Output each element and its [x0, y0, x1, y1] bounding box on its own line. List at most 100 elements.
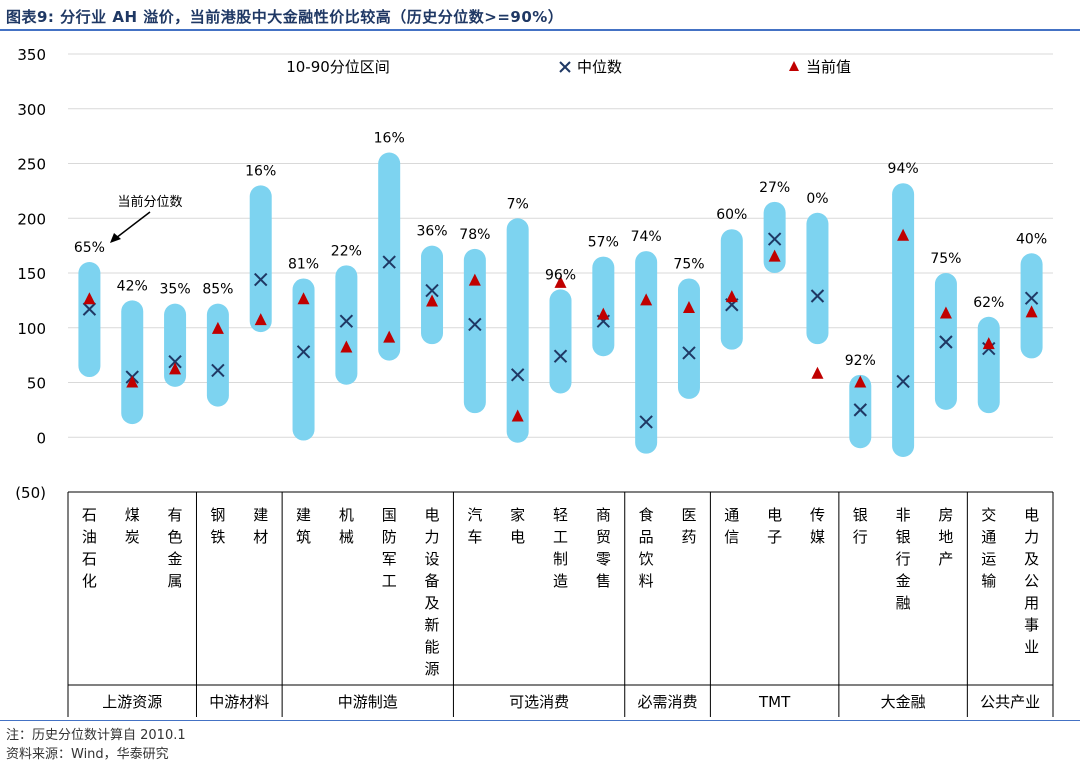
- legend-current-icon: [789, 61, 799, 71]
- category-label-char: 金: [168, 550, 183, 568]
- category-label-char: 输: [981, 572, 996, 590]
- median-marker: [767, 232, 782, 246]
- current-marker: [383, 330, 396, 343]
- percentile-label: 65%: [74, 240, 105, 256]
- legend-range-label: 10-90分位区间: [286, 58, 390, 76]
- percentile-label: 62%: [973, 295, 1004, 311]
- annotation: 当前分位数: [110, 194, 183, 243]
- median-marker: [853, 403, 867, 417]
- percentile-label: 74%: [631, 229, 662, 245]
- category-label-char: 制: [553, 550, 568, 568]
- range-bar: [977, 316, 1000, 414]
- annotation-arrowhead: [110, 233, 121, 243]
- range-bar: [164, 303, 187, 387]
- category-label-char: 能: [425, 638, 440, 656]
- category-label-char: 融: [896, 594, 911, 612]
- category-label-char: 机: [339, 506, 354, 524]
- category-label-char: 设: [425, 550, 440, 568]
- group-label: 中游制造: [338, 693, 398, 711]
- percentile-label: 92%: [845, 353, 876, 369]
- percentile-label: 40%: [1016, 231, 1047, 247]
- current-marker: [468, 273, 481, 286]
- y-tick-label: 100: [17, 320, 46, 338]
- category-label-char: 药: [681, 528, 696, 546]
- percentile-labels: 65% 42% 35% 85% 16% 81% 22% 16% 36% 78% 7% 96% 57% 74…: [74, 131, 1047, 369]
- category-label-char: 用: [1024, 594, 1039, 612]
- median-marker: [510, 368, 525, 382]
- range-bar: [677, 278, 700, 399]
- category-label-char: 工: [553, 528, 568, 546]
- median-marker: [382, 255, 396, 269]
- range-bar: [121, 300, 144, 425]
- category-label-char: 工: [382, 572, 397, 590]
- current-marker: [1025, 305, 1038, 318]
- current-marker: [83, 292, 96, 305]
- range-bar: [720, 229, 743, 350]
- category-label-char: 备: [425, 572, 440, 590]
- category-label-char: 运: [981, 550, 996, 568]
- bottom-rule: [0, 720, 1080, 721]
- range-bar: [378, 152, 401, 361]
- category-label-char: 汽: [467, 506, 482, 524]
- category-label-char: 食: [639, 506, 654, 524]
- category-label-char: 军: [382, 550, 397, 568]
- percentile-label: 27%: [759, 180, 790, 196]
- category-label-char: 业: [1024, 638, 1039, 656]
- y-axis: (50) 0 50 100 150 200 250 300 350: [15, 46, 46, 502]
- category-label-char: 媒: [810, 528, 825, 546]
- current-marker: [939, 306, 952, 319]
- percentile-label: 96%: [545, 267, 576, 283]
- range-bar: [635, 251, 658, 454]
- median-marker: [682, 346, 696, 360]
- category-label-char: 源: [425, 660, 440, 678]
- range-bar: [849, 374, 872, 449]
- category-label-char: 公: [1024, 572, 1039, 590]
- current-marker: [768, 249, 781, 262]
- group-label: 上游资源: [102, 693, 162, 711]
- percentile-label: 94%: [888, 161, 919, 177]
- category-label-char: 金: [896, 572, 911, 590]
- y-tick-label: 250: [17, 156, 46, 174]
- range-bar: [806, 212, 829, 345]
- median-marker: [468, 317, 482, 332]
- category-label-char: 银: [853, 506, 868, 524]
- range-bar: [292, 278, 315, 441]
- category-label-char: 车: [467, 528, 482, 546]
- category-label-char: 材: [253, 528, 268, 546]
- percentile-label: 36%: [416, 224, 447, 240]
- group-label: TMT: [758, 693, 791, 711]
- category-label-char: 石: [82, 550, 97, 568]
- percentile-label: 16%: [245, 163, 276, 179]
- category-label-char: 建: [253, 506, 268, 524]
- range-bar: [892, 183, 915, 457]
- current-marker: [854, 375, 867, 388]
- source-note: 资料来源：Wind，华泰研究: [6, 747, 169, 762]
- current-marker: [426, 294, 439, 307]
- category-label-char: 铁: [210, 528, 225, 546]
- current-marker: [511, 409, 524, 422]
- current-marker: [126, 375, 139, 388]
- range-bar: [763, 201, 786, 273]
- category-label-char: 及: [1024, 550, 1039, 568]
- y-tick-label: 200: [17, 210, 46, 228]
- category-label-char: 医: [681, 506, 696, 524]
- category-label-char: 售: [596, 572, 611, 590]
- category-label-char: 国: [382, 506, 397, 524]
- range-bar: [549, 289, 572, 394]
- category-label-char: 产: [938, 550, 953, 568]
- group-label: 中游材料: [209, 693, 269, 711]
- current-marker: [554, 275, 567, 288]
- group-label: 公共产业: [980, 693, 1040, 711]
- category-label-char: 炭: [125, 528, 140, 546]
- y-tick-label: 50: [27, 375, 46, 393]
- current-marker: [982, 337, 995, 350]
- category-label-char: 品: [639, 528, 654, 546]
- category-label-char: 有: [168, 506, 183, 524]
- annotation-arrow-line: [115, 211, 151, 239]
- category-label-char: 电: [425, 506, 440, 524]
- category-label-char: 建: [296, 506, 311, 524]
- category-label-char: 贸: [596, 528, 611, 546]
- category-label-char: 电: [767, 506, 782, 524]
- current-marker: [169, 362, 182, 375]
- median-marker: [939, 335, 953, 349]
